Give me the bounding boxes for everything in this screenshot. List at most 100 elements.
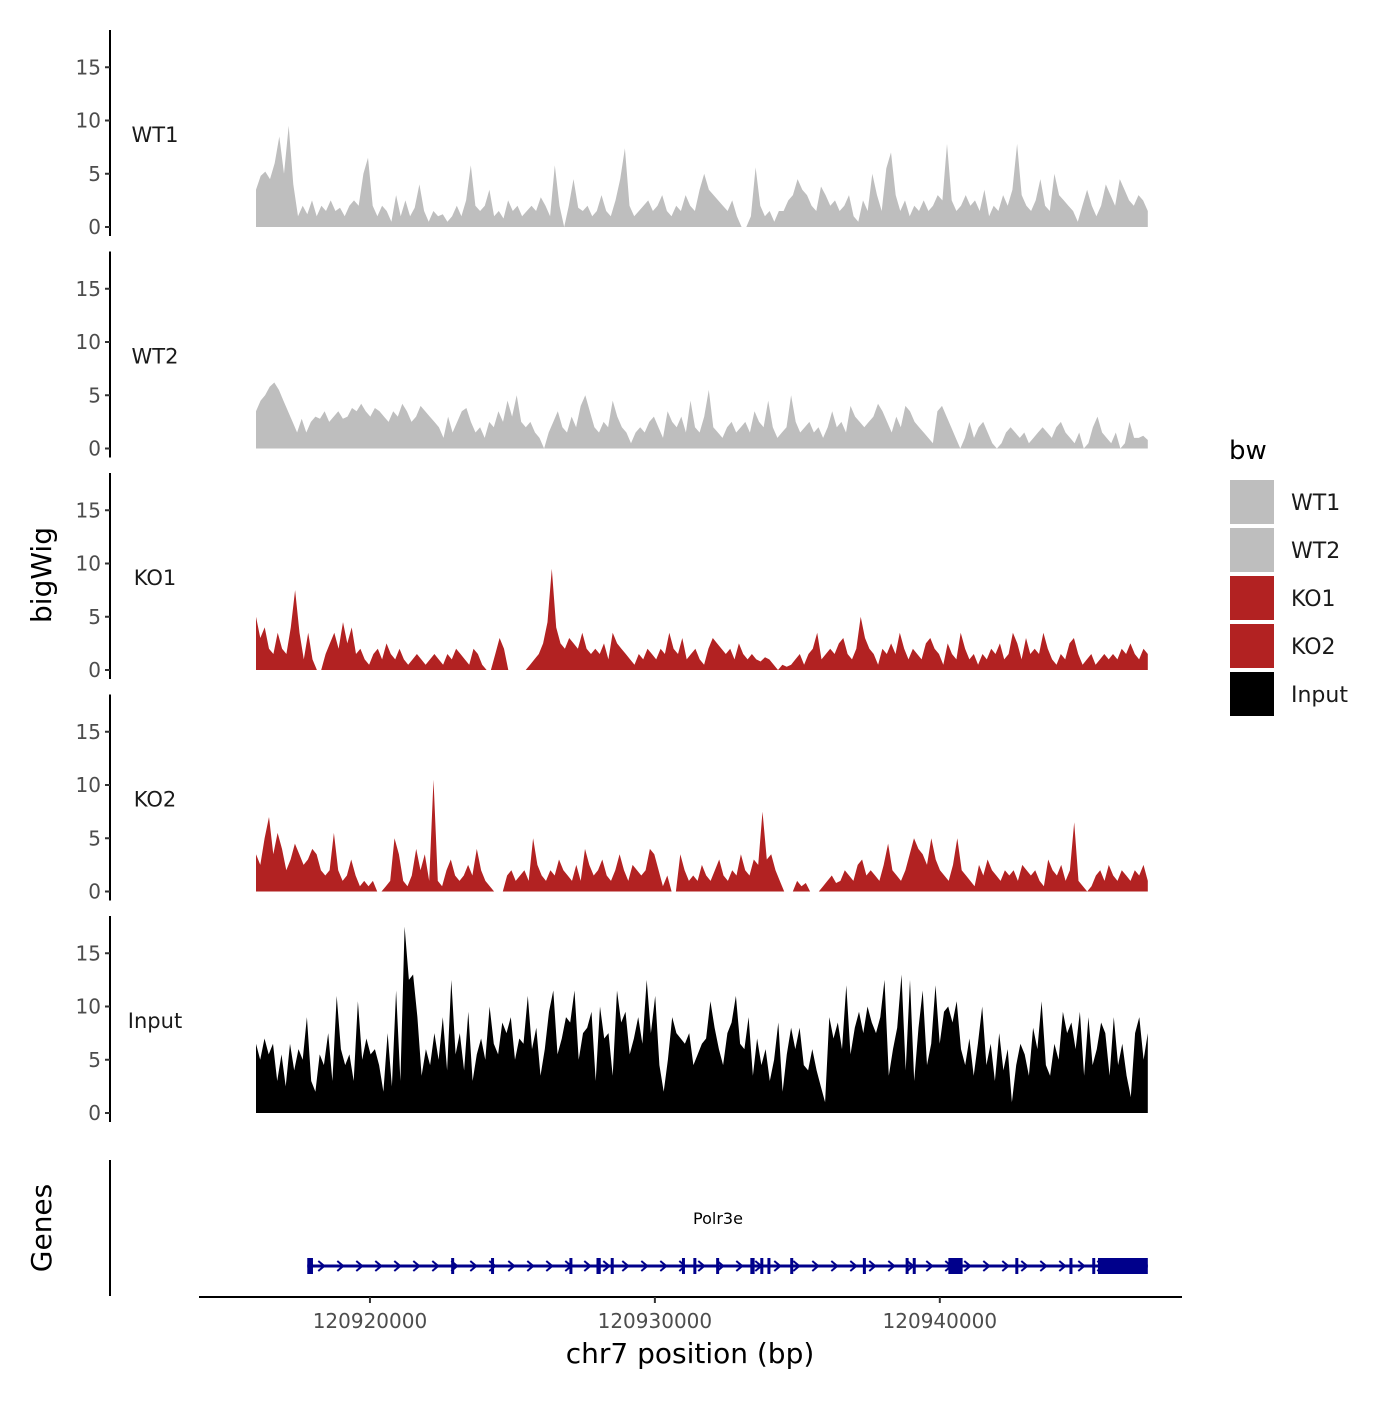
gene-exon: [610, 1258, 614, 1274]
y-tick-label: 5: [88, 162, 101, 186]
strand-arrow: [659, 1260, 668, 1272]
x-tick-label: 120930000: [598, 1309, 713, 1333]
y-tick-label: 5: [88, 605, 101, 629]
strand-arrow: [1058, 1260, 1067, 1272]
legend-swatch-wt1: [1230, 480, 1274, 524]
gene-exon: [905, 1258, 909, 1274]
x-tick-label: 120920000: [313, 1309, 428, 1333]
y-tick-label: 5: [88, 1048, 101, 1072]
track-wt1: 0 5 10 15 WT1: [76, 30, 1148, 239]
gene-exon: [716, 1258, 720, 1274]
y-tick-label: 0: [88, 658, 101, 682]
gene-exon: [307, 1258, 313, 1274]
track-label-wt1: WT1: [132, 123, 179, 147]
y-tick-label: 5: [88, 826, 101, 850]
strand-arrow: [336, 1260, 345, 1272]
strand-arrow: [374, 1260, 383, 1272]
gene-exon: [1069, 1258, 1073, 1274]
gene-label-polr3e: Polr3e: [693, 1209, 743, 1228]
strand-arrow: [678, 1260, 687, 1272]
strand-arrow: [602, 1260, 611, 1272]
strand-arrow: [545, 1260, 554, 1272]
y-tick-label: 10: [76, 773, 101, 797]
legend-swatch-input: [1230, 672, 1274, 716]
coverage-area-ko2: [256, 779, 1148, 892]
y-tick-label: 10: [76, 552, 101, 576]
strand-arrow: [773, 1260, 782, 1272]
legend-label-wt2: WT2: [1291, 539, 1340, 564]
coverage-area-input: [256, 926, 1148, 1113]
legend: bw WT1 WT2 KO1 KO2 Input: [1229, 436, 1348, 716]
gene-exon: [948, 1258, 963, 1274]
strand-arrow: [792, 1260, 801, 1272]
y-tick-label: 0: [88, 880, 101, 904]
coverage-area-wt1: [256, 125, 1148, 227]
strand-arrow: [735, 1260, 744, 1272]
gene-exon: [693, 1258, 697, 1274]
legend-title: bw: [1229, 436, 1267, 466]
gene-exon: [1015, 1258, 1019, 1274]
gene-model: Polr3e: [307, 1209, 1148, 1274]
gene-exon: [790, 1258, 794, 1274]
track-label-ko1: KO1: [134, 566, 177, 590]
strand-arrow: [1077, 1260, 1086, 1272]
legend-label-input: Input: [1291, 683, 1348, 708]
legend-label-wt1: WT1: [1291, 491, 1340, 516]
strand-arrow: [830, 1260, 839, 1272]
track-input: 0 5 10 15 Input: [76, 916, 1148, 1125]
strand-arrow: [621, 1260, 630, 1272]
y-tick-label: 15: [76, 720, 101, 744]
coverage-area-ko1: [256, 568, 1148, 670]
strand-arrow: [431, 1260, 440, 1272]
y-tick-label: 15: [76, 498, 101, 522]
y-tick-label: 15: [76, 277, 101, 301]
strand-arrow: [412, 1260, 421, 1272]
gene-exon: [912, 1258, 916, 1274]
strand-arrow: [697, 1260, 706, 1272]
strand-arrow: [469, 1260, 478, 1272]
strand-arrow: [963, 1260, 972, 1272]
gene-exon: [596, 1258, 601, 1274]
strand-arrow: [507, 1260, 516, 1272]
y-tick-label: 0: [88, 1101, 101, 1125]
track-panels: 0 5 10 15 WT1 0 5 10 15 WT2 0 5 10 15 KO1 0 5 10 15 KO2 0 5 10…: [76, 30, 1148, 1125]
gene-exon: [569, 1258, 573, 1274]
strand-arrow: [640, 1260, 649, 1272]
strand-arrow: [1001, 1260, 1010, 1272]
y-tick-label: 0: [88, 437, 101, 461]
strand-arrow: [526, 1260, 535, 1272]
gene-exon: [451, 1258, 455, 1274]
y-tick-label: 15: [76, 55, 101, 79]
strand-arrow: [1020, 1260, 1029, 1272]
y-axis-title: bigWig: [25, 527, 58, 623]
track-ko1: 0 5 10 15 KO1: [76, 473, 1148, 682]
y-tick-label: 10: [76, 330, 101, 354]
coverage-area-wt2: [256, 382, 1148, 449]
track-label-input: Input: [128, 1009, 182, 1033]
gene-exon: [681, 1258, 685, 1274]
x-axis-title: chr7 position (bp): [566, 1337, 815, 1370]
y-tick-label: 10: [76, 995, 101, 1019]
strand-arrow: [811, 1260, 820, 1272]
strand-arrow: [393, 1260, 402, 1272]
gene-exon: [1097, 1258, 1148, 1274]
track-wt2: 0 5 10 15 WT2: [76, 251, 1148, 461]
gene-exon: [1092, 1258, 1096, 1274]
y-tick-label: 15: [76, 941, 101, 965]
legend-label-ko1: KO1: [1291, 587, 1336, 612]
track-label-wt2: WT2: [132, 345, 179, 369]
strand-arrow: [887, 1260, 896, 1272]
track-label-ko2: KO2: [134, 788, 177, 812]
track-ko2: 0 5 10 15 KO2: [76, 694, 1148, 904]
gene-exon: [767, 1258, 771, 1274]
legend-swatch-ko1: [1230, 576, 1274, 620]
strand-arrow: [716, 1260, 725, 1272]
gene-exon: [750, 1258, 755, 1274]
strand-arrow: [1039, 1260, 1048, 1272]
legend-swatch-wt2: [1230, 528, 1274, 572]
strand-arrow: [849, 1260, 858, 1272]
strand-arrow: [583, 1260, 592, 1272]
y-tick-label: 0: [88, 215, 101, 239]
y-tick-label: 10: [76, 109, 101, 133]
